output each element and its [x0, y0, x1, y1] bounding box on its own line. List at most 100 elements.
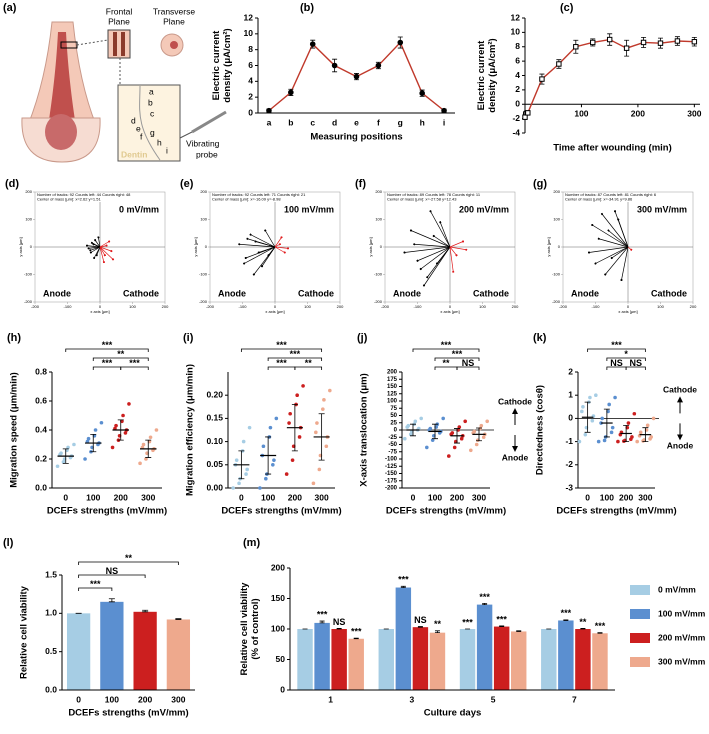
data-point [590, 39, 596, 46]
significance-label: ** [305, 358, 313, 368]
track [249, 233, 276, 248]
y-axis-title: y axis [µm] [546, 237, 551, 256]
y-tick-label: -50 [388, 442, 397, 448]
bar [314, 622, 330, 690]
y-tick-label: 150 [387, 384, 398, 390]
direction-label: Cathode [663, 385, 697, 395]
y-tick-label: 0 [568, 413, 573, 423]
track [99, 246, 113, 253]
y-tick-label: 50 [390, 413, 397, 419]
y-tick-label: -1 [565, 436, 573, 446]
y-tick-label: -100 [24, 272, 33, 277]
frontal-label: Plane [108, 16, 130, 26]
bar [511, 631, 527, 690]
data-point [324, 444, 329, 449]
x-tick-label: -200 [31, 304, 40, 309]
position-letter: i [166, 145, 168, 155]
bar [541, 629, 557, 690]
error-bar [499, 625, 505, 627]
x-tick-label: 1 [328, 694, 333, 704]
significance-bracket [625, 366, 646, 370]
y-tick-label: 0 [558, 244, 561, 249]
data-point [610, 425, 615, 430]
data-point [154, 428, 159, 432]
data-point [599, 421, 603, 425]
significance-label: *** [90, 579, 101, 589]
significance-label: *** [317, 609, 328, 619]
significance-label: NS [106, 566, 119, 576]
data-point [640, 39, 647, 46]
electrode-label: Anode [571, 288, 599, 298]
significance-label: *** [102, 340, 113, 350]
y-tick-label: -200 [552, 299, 561, 304]
y-tick-label: 0.00 [206, 482, 223, 492]
data-point [127, 402, 131, 406]
data-point [322, 398, 326, 402]
x-tick-label: 200 [450, 492, 464, 502]
x-tick-label: d [332, 117, 337, 127]
significance-bracket [78, 574, 146, 578]
significance-bracket [65, 348, 149, 352]
track [449, 246, 455, 273]
significance-label: *** [479, 592, 490, 602]
y-axis-title: Migration speed (μm/min) [9, 372, 20, 488]
panel-label: (m) [243, 537, 260, 549]
data-point [258, 486, 262, 490]
y-tick-label: 0.15 [206, 413, 223, 423]
data-point [441, 107, 447, 114]
x-tick-label: -100 [413, 304, 422, 309]
y-axis-title: y axis [µm] [368, 237, 373, 256]
y-tick-label: 2 [515, 84, 520, 94]
frontal-stripe [113, 32, 117, 56]
direction-label: Cathode [498, 396, 532, 406]
data-point [425, 445, 429, 450]
data-point [649, 435, 653, 439]
data-point [590, 418, 595, 423]
y-tick-label: -3 [565, 482, 573, 492]
x-tick-label: 100 [129, 304, 136, 309]
data-point [295, 393, 299, 398]
data-point [288, 89, 294, 96]
track [607, 229, 629, 248]
track [267, 246, 276, 257]
legend-swatch [630, 585, 650, 595]
probe-label: Vibrating [186, 138, 220, 148]
y-tick-label: 6 [515, 55, 520, 65]
data-point [353, 73, 360, 80]
data-point [602, 438, 607, 443]
track [89, 246, 101, 252]
direction-label: Anode [502, 452, 529, 462]
significance-label: *** [595, 621, 606, 631]
data-point [148, 435, 153, 440]
significance-bracket [587, 348, 646, 352]
y-axis-title: Relative cell viability [19, 585, 30, 679]
transverse-label: Transverse [153, 6, 195, 16]
legend-label: 300 mV/mm [658, 656, 706, 666]
y-tick-label: 2 [248, 91, 253, 101]
y-tick-label: 4 [248, 76, 253, 86]
y-tick-label: 1.5 [45, 569, 57, 579]
y-tick-label: 100 [553, 217, 560, 222]
position-letter: f [140, 131, 143, 141]
data-point [413, 419, 418, 424]
y-tick-label: 10 [511, 27, 521, 37]
data-point [264, 476, 268, 481]
data-point [525, 110, 531, 116]
track [591, 223, 629, 248]
y-tick-label: -100 [385, 457, 398, 463]
panel-label: (f) [355, 178, 366, 190]
significance-label: *** [276, 358, 287, 368]
panel-label: (c) [560, 2, 574, 14]
track [419, 246, 451, 271]
data-point [245, 467, 249, 472]
data-point [301, 384, 305, 388]
x-tick-label: 200 [288, 492, 302, 502]
track [610, 246, 629, 260]
data-point [588, 395, 592, 400]
significance-label: ** [442, 358, 450, 368]
data-point [539, 76, 545, 82]
x-axis-title: x axis [µm] [90, 309, 109, 314]
x-tick-label: f [377, 117, 380, 127]
x-tick-label: 300 [472, 492, 486, 502]
significance-label: *** [276, 340, 287, 350]
